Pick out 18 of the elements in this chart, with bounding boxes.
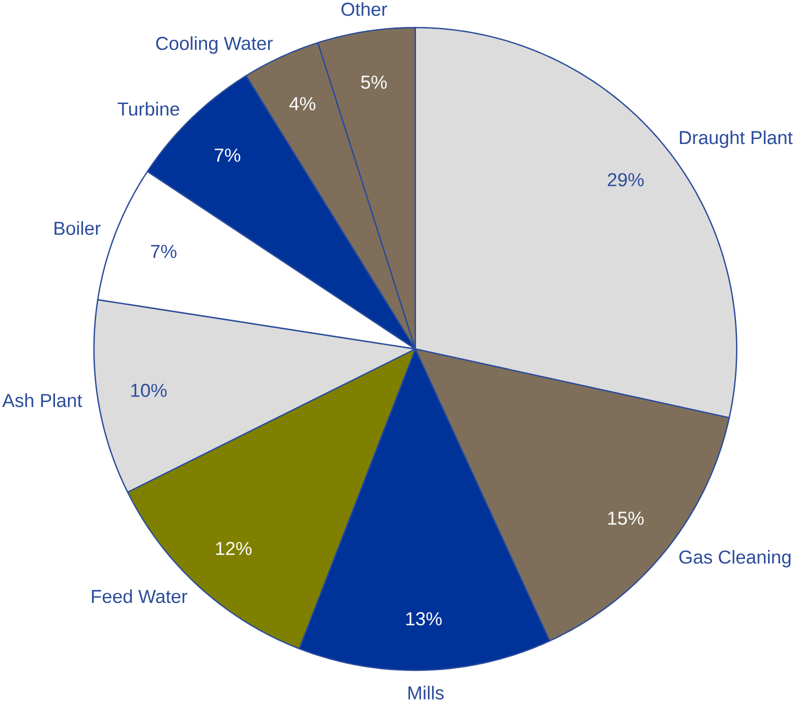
slice-label: Other — [341, 2, 388, 16]
slice-label: Feed Water — [92, 589, 188, 604]
data-label: 29% — [608, 173, 644, 186]
data-label: 7% — [151, 245, 176, 258]
slice-label: Gas Cleaning — [679, 550, 791, 568]
data-label: 7% — [214, 148, 240, 162]
slice-label: Mills — [408, 686, 444, 700]
data-label: 4% — [289, 97, 316, 110]
data-label: 15% — [608, 512, 644, 525]
slice-label: Ash Plant — [2, 394, 82, 408]
data-label: 13% — [406, 612, 442, 626]
slice-label: Boiler — [54, 221, 101, 236]
data-label: 12% — [216, 542, 252, 556]
data-label: 5% — [361, 76, 387, 89]
data-label: 10% — [131, 384, 167, 398]
slice-label: Draught Plant — [680, 130, 793, 148]
slice-label: Turbine — [118, 102, 180, 116]
slice-label: Cooling Water — [156, 36, 273, 54]
